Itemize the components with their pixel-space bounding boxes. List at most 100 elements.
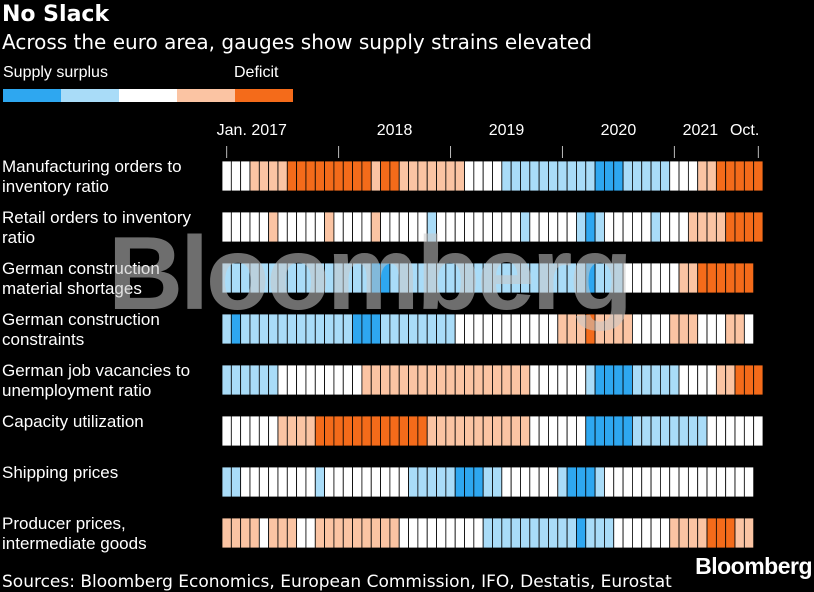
heat-cell [352,262,363,294]
heat-cell [659,364,671,396]
heat-cell [678,364,689,396]
heat-cell [697,313,708,345]
heat-cell [715,160,727,192]
heat-cell [622,313,633,345]
heat-cell [333,364,344,396]
heat-cell [277,262,288,294]
heat-cell [342,211,353,243]
heat-cell [464,517,475,549]
heat-cell [408,466,419,498]
heat-cell [454,313,465,345]
heat-cell [445,211,456,243]
heat-cell [268,211,279,243]
heat-cell [641,364,652,396]
heat-cell [659,466,671,498]
heat-cell [725,262,736,294]
heat-cell [650,262,661,294]
heat-cell [258,313,270,345]
heat-cell [268,160,279,192]
heat-cell [715,466,727,498]
heat-cell [632,211,643,243]
heat-cell [604,364,615,396]
legend-swatch [3,89,61,102]
heat-cell [473,466,484,498]
row-label: Manufacturing orders to inventory ratio [2,157,182,196]
heat-cell [268,415,279,447]
heat-cell [669,466,680,498]
heat-cell [734,517,745,549]
heat-cell [352,211,363,243]
heat-cell [613,364,624,396]
heat-cell [240,211,251,243]
heat-cell [650,364,661,396]
heat-cell [221,466,232,498]
row-label: German construction constraints [2,310,160,349]
row-label: Retail orders to inventory ratio [2,208,191,247]
heat-cell [408,262,419,294]
heat-cell [389,211,400,243]
heat-cell [576,517,587,549]
heat-cell [454,211,465,243]
heat-cell [697,466,708,498]
row-label: Producer prices, intermediate goods [2,514,147,553]
heat-cell [566,262,577,294]
heat-cell [520,466,531,498]
heat-cell [669,211,680,243]
heat-cell [725,211,736,243]
heat-cell [659,313,671,345]
heat-cell [492,415,503,447]
heat-cell [706,313,717,345]
heat-cell [417,364,428,396]
heat-cell [352,364,363,396]
source-note: Sources: Bloomberg Economics, European C… [2,572,672,592]
heat-cell [445,517,456,549]
heat-cell [632,262,643,294]
heat-cell [604,262,615,294]
heat-cell [249,517,260,549]
x-tick-label: 2021 [683,122,719,139]
x-tick-label: 2019 [489,122,525,139]
heat-cell [725,466,736,498]
heat-cell [370,262,381,294]
heat-cell [333,517,344,549]
heat-cell [417,211,428,243]
heat-cell [557,211,568,243]
heat-cell [520,160,531,192]
heat-cell [697,517,708,549]
heat-cell [464,313,475,345]
heat-cell [622,517,633,549]
heat-cell [342,466,353,498]
heat-cell [361,160,372,192]
heat-cell [230,415,242,447]
heat-cell [389,415,400,447]
heat-cell [538,313,549,345]
heat-cell [510,364,521,396]
heat-cell [594,160,605,192]
heat-cell [641,466,652,498]
heat-cell [632,466,643,498]
heat-cell [473,415,484,447]
heat-cell [436,517,447,549]
heat-cell [426,415,437,447]
heat-cell [678,415,689,447]
heat-cell [380,160,391,192]
heat-cell [566,415,577,447]
heat-cell [305,211,316,243]
heat-cell [296,517,307,549]
heat-cell [501,466,512,498]
heat-cell [566,313,577,345]
heat-cell [277,415,288,447]
heat-cell [249,313,260,345]
heat-cell [604,466,615,498]
heat-cell [659,262,671,294]
heat-cell [734,313,745,345]
heat-cell [715,517,727,549]
heat-cell [473,364,484,396]
heat-cell [436,211,447,243]
heat-cell [753,211,764,243]
heat-cell [314,364,326,396]
heat-cell [436,466,447,498]
row-label: German job vacancies to unemployment rat… [2,361,191,400]
heat-cell [361,364,372,396]
heat-cell [650,415,661,447]
